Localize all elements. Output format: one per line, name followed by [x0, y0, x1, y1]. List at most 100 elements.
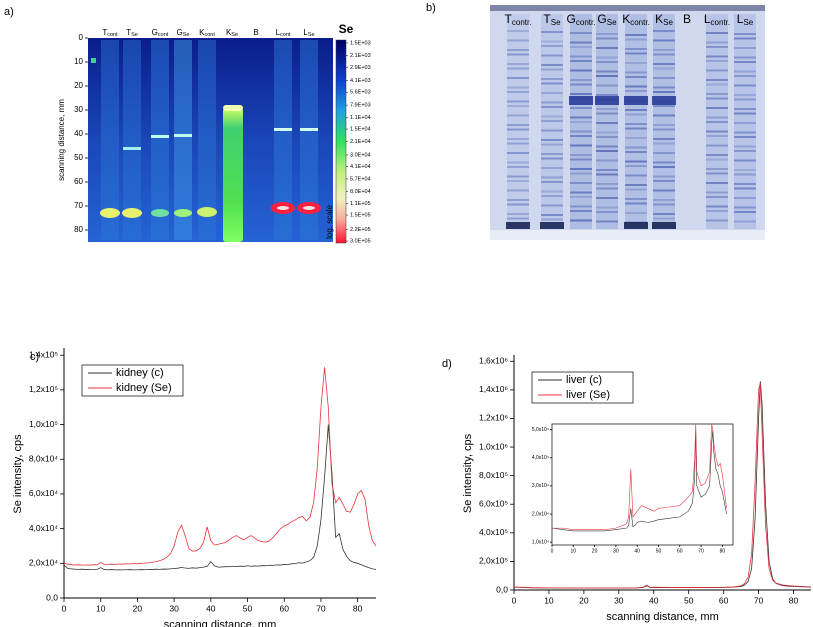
- gel-band: [507, 128, 529, 131]
- gel-band: [653, 199, 675, 201]
- gel-band: [596, 122, 618, 124]
- x-tick-label: 0: [62, 603, 67, 613]
- gel-lane: [596, 14, 618, 229]
- gel-band: [706, 144, 728, 147]
- x-tick-label: 80: [720, 548, 726, 554]
- gel-band: [625, 184, 647, 186]
- gel-band: [624, 222, 648, 229]
- gel-band: [734, 150, 756, 152]
- gel-band: [541, 204, 563, 207]
- gel-band: [734, 122, 756, 124]
- y-tick-label: 6,0x10⁵: [479, 498, 508, 508]
- colorbar-tick-label: 5.6E+03: [350, 90, 371, 96]
- gel-band: [541, 167, 563, 169]
- gel-band: [653, 91, 675, 93]
- gel-band: [706, 107, 728, 109]
- gel-band: [734, 108, 756, 110]
- y-tick-label: 2,0x10⁴: [532, 511, 549, 517]
- gel-band: [706, 191, 728, 194]
- lane-main: B: [683, 12, 691, 26]
- gel-band: [507, 166, 529, 168]
- gel-band: [625, 34, 647, 36]
- x-axis-label: scanning distance, mm: [164, 619, 277, 627]
- gel-band: [653, 166, 675, 168]
- gel-band: [653, 180, 675, 182]
- panel-label: c): [30, 351, 39, 363]
- gel-band: [570, 196, 592, 198]
- gel-band: [706, 121, 728, 123]
- gel-band: [706, 83, 728, 86]
- y-axis-label: Se intensity, cps: [12, 434, 24, 514]
- band: [123, 147, 141, 150]
- y-tick-label: 20: [74, 81, 83, 90]
- x-tick-label: 40: [649, 595, 659, 605]
- gel-band: [506, 222, 530, 229]
- gel-band: [653, 49, 675, 51]
- panel-label: b): [426, 2, 436, 14]
- gel-band: [625, 123, 647, 125]
- gel-band: [706, 168, 728, 170]
- gel-band: [625, 62, 647, 64]
- colorbar: [335, 39, 347, 244]
- gel-band: [596, 37, 618, 40]
- lane-glow: [101, 40, 119, 240]
- gel-band: [570, 32, 592, 34]
- lane-sub: Se: [551, 18, 561, 27]
- gel-band: [507, 105, 529, 107]
- lane-glow: [174, 40, 192, 240]
- gel-band: [596, 173, 618, 176]
- gel-band: [706, 205, 728, 208]
- hot-spot: [277, 206, 289, 210]
- gel-band: [596, 84, 618, 87]
- gel-band: [570, 121, 592, 123]
- y-tick-label: 10: [74, 57, 83, 66]
- gel-band: [570, 69, 592, 72]
- x-tick-label: 70: [316, 603, 326, 613]
- hot-spot: [174, 209, 192, 217]
- gel-band: [653, 30, 675, 32]
- gel-band: [653, 39, 675, 42]
- gel-band: [652, 96, 676, 105]
- gel-edge: [490, 230, 765, 240]
- lane-glow: [198, 40, 216, 240]
- lane-main: G: [152, 28, 158, 37]
- lane-sub: Se: [743, 18, 753, 27]
- gel-band: [653, 203, 675, 206]
- gel-band: [570, 182, 592, 184]
- lane-sub: contr.: [512, 18, 532, 27]
- x-tick-label: 20: [579, 595, 589, 605]
- panel-label: a): [4, 6, 14, 18]
- colorbar-tick-label: 8.0E+04: [350, 189, 371, 195]
- gel-band: [653, 63, 675, 65]
- x-tick-label: 10: [544, 595, 554, 605]
- gel-band: [706, 182, 728, 184]
- gel-band: [734, 37, 756, 40]
- gel-band: [507, 175, 529, 178]
- gel-band: [541, 78, 563, 80]
- gel-band: [734, 84, 756, 87]
- gel-band: [653, 138, 675, 140]
- gel-band: [596, 33, 618, 35]
- lane-sub: Se: [131, 33, 138, 39]
- x-tick-label: 80: [789, 595, 799, 605]
- y-tick-label: 1,2x10⁶: [479, 413, 508, 423]
- gel-band: [541, 176, 563, 179]
- gel-band: [706, 196, 728, 198]
- lane-label: Gcontr.: [567, 12, 596, 27]
- gel-band: [734, 220, 756, 223]
- series-line: [552, 429, 727, 532]
- y-tick-label: 3,0x10⁴: [532, 483, 549, 489]
- x-tick-label: 50: [243, 603, 253, 613]
- gel-band: [706, 93, 728, 95]
- x-tick-label: 0: [551, 548, 554, 554]
- gel-band: [734, 131, 756, 134]
- gel-band: [625, 212, 647, 214]
- lane-main: G: [177, 28, 183, 37]
- gel-band: [541, 40, 563, 43]
- gel-band: [541, 92, 563, 94]
- lane-sub: contr.: [576, 18, 596, 27]
- gel-band: [507, 161, 529, 164]
- y-tick-label: 0,0: [46, 592, 58, 602]
- colorbar-tick-label: 4.1E+04: [350, 164, 371, 170]
- gel-band: [507, 39, 529, 42]
